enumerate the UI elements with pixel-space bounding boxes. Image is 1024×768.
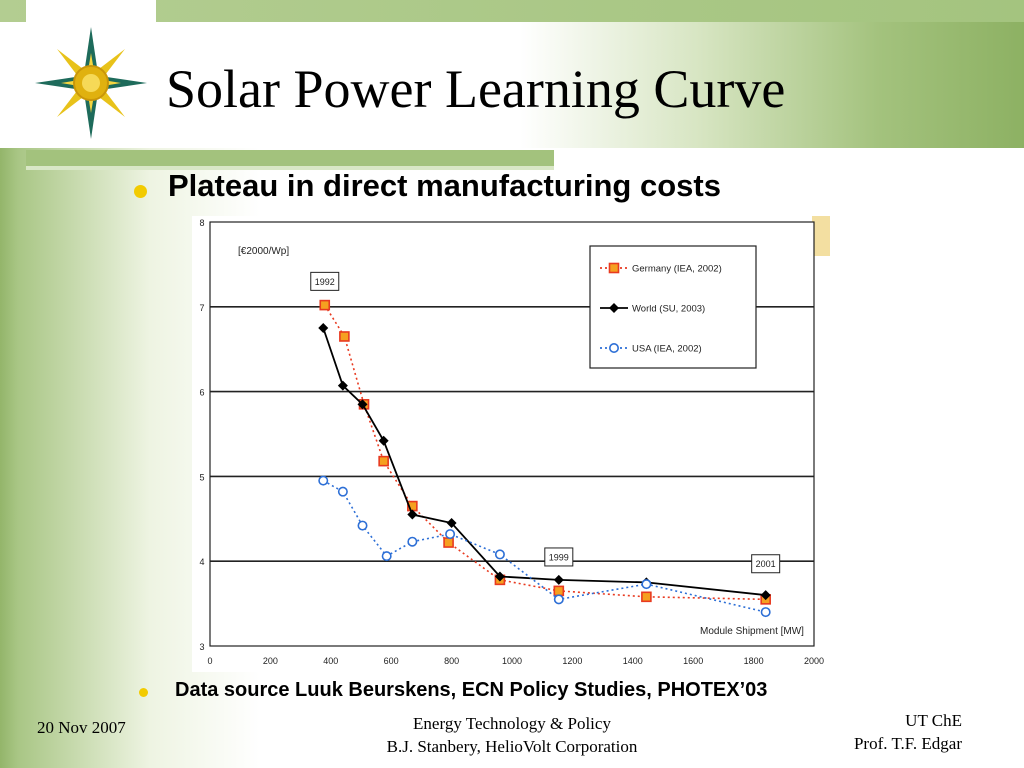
bullet-text: Plateau in direct manufacturing costs [168,168,721,203]
footer-center: Energy Technology & Policy B.J. Stanbery… [362,712,662,758]
data-point-world [337,380,348,391]
data-point-germany [553,585,565,597]
x-tick-label: 2000 [804,656,824,666]
y-tick-label: 7 [199,303,204,313]
data-point-usa [407,536,418,547]
data-point-world [446,518,457,529]
footer-right-line2: Prof. T.F. Edgar [853,734,962,753]
data-point-germany [641,591,652,603]
data-point-germany [378,455,389,467]
year-label: 1992 [315,277,335,287]
data-point-germany [319,299,331,311]
title-band [0,22,1024,148]
x-tick-label: 200 [263,656,278,666]
page-title: Solar Power Learning Curve [166,59,786,119]
data-point-world [407,509,418,520]
x-tick-label: 600 [384,656,399,666]
series-circle [318,475,771,618]
footer-date: 20 Nov 2007 [37,718,126,737]
footer-center-line1: Energy Technology & Policy [413,714,611,733]
data-point-usa [357,520,368,531]
data-point-world [553,574,564,585]
data-point-usa [760,607,771,618]
data-point-usa [318,475,329,486]
data-point-world [318,323,329,333]
y-tick-label: 3 [199,642,204,652]
year-label-box [310,271,340,291]
top-strip [0,0,1024,22]
chart-legend: Germany (IEA, 2002) World (SU, 2003) USA (… [589,245,757,369]
series-line [324,304,766,601]
x-tick-label: 1000 [502,656,522,666]
bullet-dot [134,185,147,198]
data-point-usa [608,343,619,354]
data-point-usa [381,551,392,562]
year-label-box [544,547,574,567]
data-point-germany [443,537,454,548]
x-tick-label: 0 [207,656,212,666]
x-tick-label: 1800 [744,656,764,666]
data-point-world [609,303,619,313]
data-point-usa [445,529,456,540]
data-point-world [760,590,771,601]
y-tick-label: 6 [199,388,204,398]
legend-label: Germany (IEA, 2002) [632,264,722,275]
x-tick-label: 1400 [623,656,643,666]
bullet-dot [139,688,148,697]
footer-right-line1: UT ChE [905,711,962,730]
data-point-world [357,399,368,410]
accent-bar-light [26,166,554,170]
year-label: 2001 [756,559,776,569]
chart: 3 4 5 6 7 8 0 200 400 600 800 1000 1200 1400 1600 1800… [192,216,830,672]
x-tick-label: 800 [444,656,459,666]
y-tick-label: 5 [199,472,204,482]
learning-curve-chart: 3 4 5 6 7 8 0 200 400 600 800 1000 1200 1400 1600 1800… [192,216,830,672]
data-point-world [494,571,505,582]
chart-corner-tab [812,216,830,256]
legend-label: USA (IEA, 2002) [632,344,702,355]
data-point-germany [608,262,620,274]
data-point-world [378,435,389,446]
y-axis-label: [€2000/Wp] [238,246,289,257]
x-tick-label: 400 [323,656,338,666]
x-tick-label: 1200 [562,656,582,666]
footer-center-line2: B.J. Stanbery, HelioVolt Corporation [386,737,638,756]
data-point-usa [337,486,348,497]
accent-bar [26,150,554,166]
x-axis-label: Module Shipment [MW] [700,626,804,637]
data-point-usa [553,594,564,605]
data-point-usa [641,579,652,590]
data-point-usa [494,549,505,560]
year-label-box [751,554,781,574]
x-tick-label: 1600 [683,656,703,666]
data-point-germany [339,331,350,342]
y-tick-label: 8 [199,218,204,228]
footer-right: UT ChE Prof. T.F. Edgar [780,709,962,755]
compass-star-icon [35,27,147,139]
source-note: Data source Luuk Beurskens, ECN Policy S… [175,679,768,701]
legend-label: World (SU, 2003) [632,304,705,315]
series-line [322,327,766,597]
series-line [322,479,766,613]
logo-box [26,0,156,148]
y-tick-label: 4 [199,557,204,567]
year-label: 1999 [549,552,569,562]
